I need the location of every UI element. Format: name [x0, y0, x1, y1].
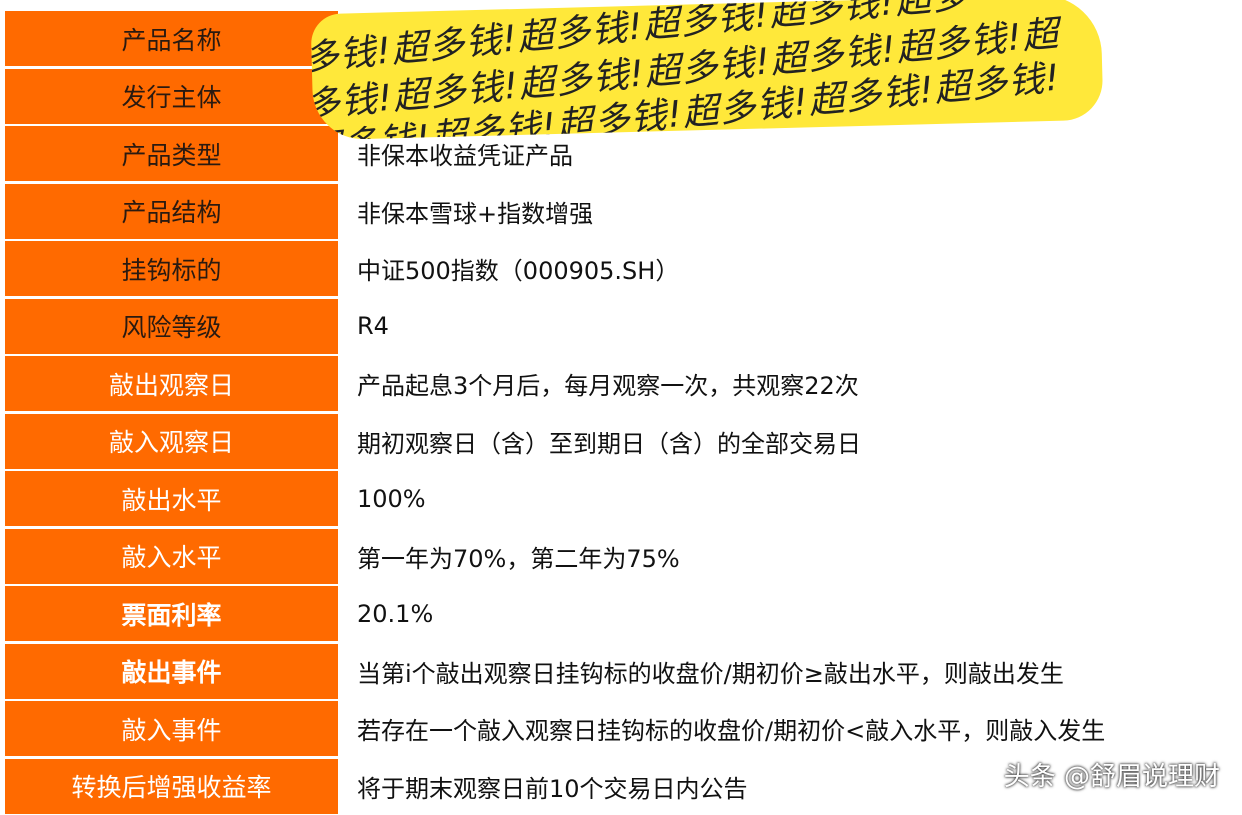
table-row: 风险等级 R4 — [0, 298, 1242, 355]
row-label: 转换后增强收益率 — [5, 758, 338, 814]
table-row: 产品类型 非保本收益凭证产品 — [0, 125, 1242, 182]
table-row: 产品结构 非保本雪球+指数增强 — [0, 183, 1242, 240]
table-row: 发行主体 — [0, 68, 1242, 125]
sticker: 多钱!超多钱!超多钱!超多钱!超多钱!超多 多钱!超多钱!超多钱!超多钱!超多钱!… — [310, 0, 1104, 141]
row-value: 期初观察日（含）至到期日（含）的全部交易日 — [357, 429, 861, 458]
watermark: 头条 @舒眉说理财 — [1003, 762, 1220, 792]
table-row: 转换后增强收益率 将于期末观察日前10个交易日内公告 — [0, 758, 1242, 815]
table-row: 敲入观察日 期初观察日（含）至到期日（含）的全部交易日 — [0, 413, 1242, 470]
row-label: 风险等级 — [5, 298, 338, 354]
row-value: 非保本收益凭证产品 — [357, 142, 573, 170]
row-label: 票面利率 — [5, 586, 338, 641]
row-label: 敲出事件 — [5, 643, 338, 699]
row-value: 若存在一个敲入观察日挂钩标的收盘价/期初价<敲入水平，则敲入发生 — [357, 717, 1106, 745]
row-label: 产品结构 — [5, 183, 338, 239]
row-value: 产品起息3个月后，每月观察一次，共观察22次 — [357, 372, 859, 400]
row-label: 挂钩标的 — [5, 241, 338, 296]
table-row: 敲入水平 第一年为70%，第二年为75% — [0, 528, 1242, 585]
row-value: 第一年为70%，第二年为75% — [357, 544, 680, 573]
table-row: 产品名称 — [0, 10, 1242, 67]
table-row: 敲出水平 100% — [0, 470, 1242, 527]
row-value: 非保本雪球+指数增强 — [357, 199, 594, 228]
table-row: 敲出观察日 产品起息3个月后，每月观察一次，共观察22次 — [0, 355, 1242, 412]
row-label: 敲入观察日 — [5, 413, 338, 469]
row-label: 敲出水平 — [5, 471, 338, 526]
row-value: 中证500指数（000905.SH） — [357, 257, 680, 285]
row-label: 发行主体 — [5, 68, 338, 124]
table-row: 挂钩标的 中证500指数（000905.SH） — [0, 240, 1242, 297]
row-value: R4 — [357, 312, 389, 340]
row-value: 100% — [357, 484, 426, 513]
row-value: 当第i个敲出观察日挂钩标的收盘价/期初价≥敲出水平，则敲出发生 — [357, 659, 1064, 688]
table-row: 票面利率 20.1% — [0, 585, 1242, 642]
row-label: 敲出观察日 — [5, 356, 338, 411]
row-label: 产品名称 — [5, 11, 338, 66]
row-label: 敲入事件 — [5, 701, 338, 756]
table-row: 敲出事件 当第i个敲出观察日挂钩标的收盘价/期初价≥敲出水平，则敲出发生 — [0, 643, 1242, 700]
row-label: 产品类型 — [5, 126, 338, 181]
row-label: 敲入水平 — [5, 528, 338, 584]
row-value: 20.1% — [357, 599, 434, 628]
row-value: 将于期末观察日前10个交易日内公告 — [357, 774, 748, 803]
table-row: 敲入事件 若存在一个敲入观察日挂钩标的收盘价/期初价<敲入水平，则敲入发生 — [0, 700, 1242, 757]
